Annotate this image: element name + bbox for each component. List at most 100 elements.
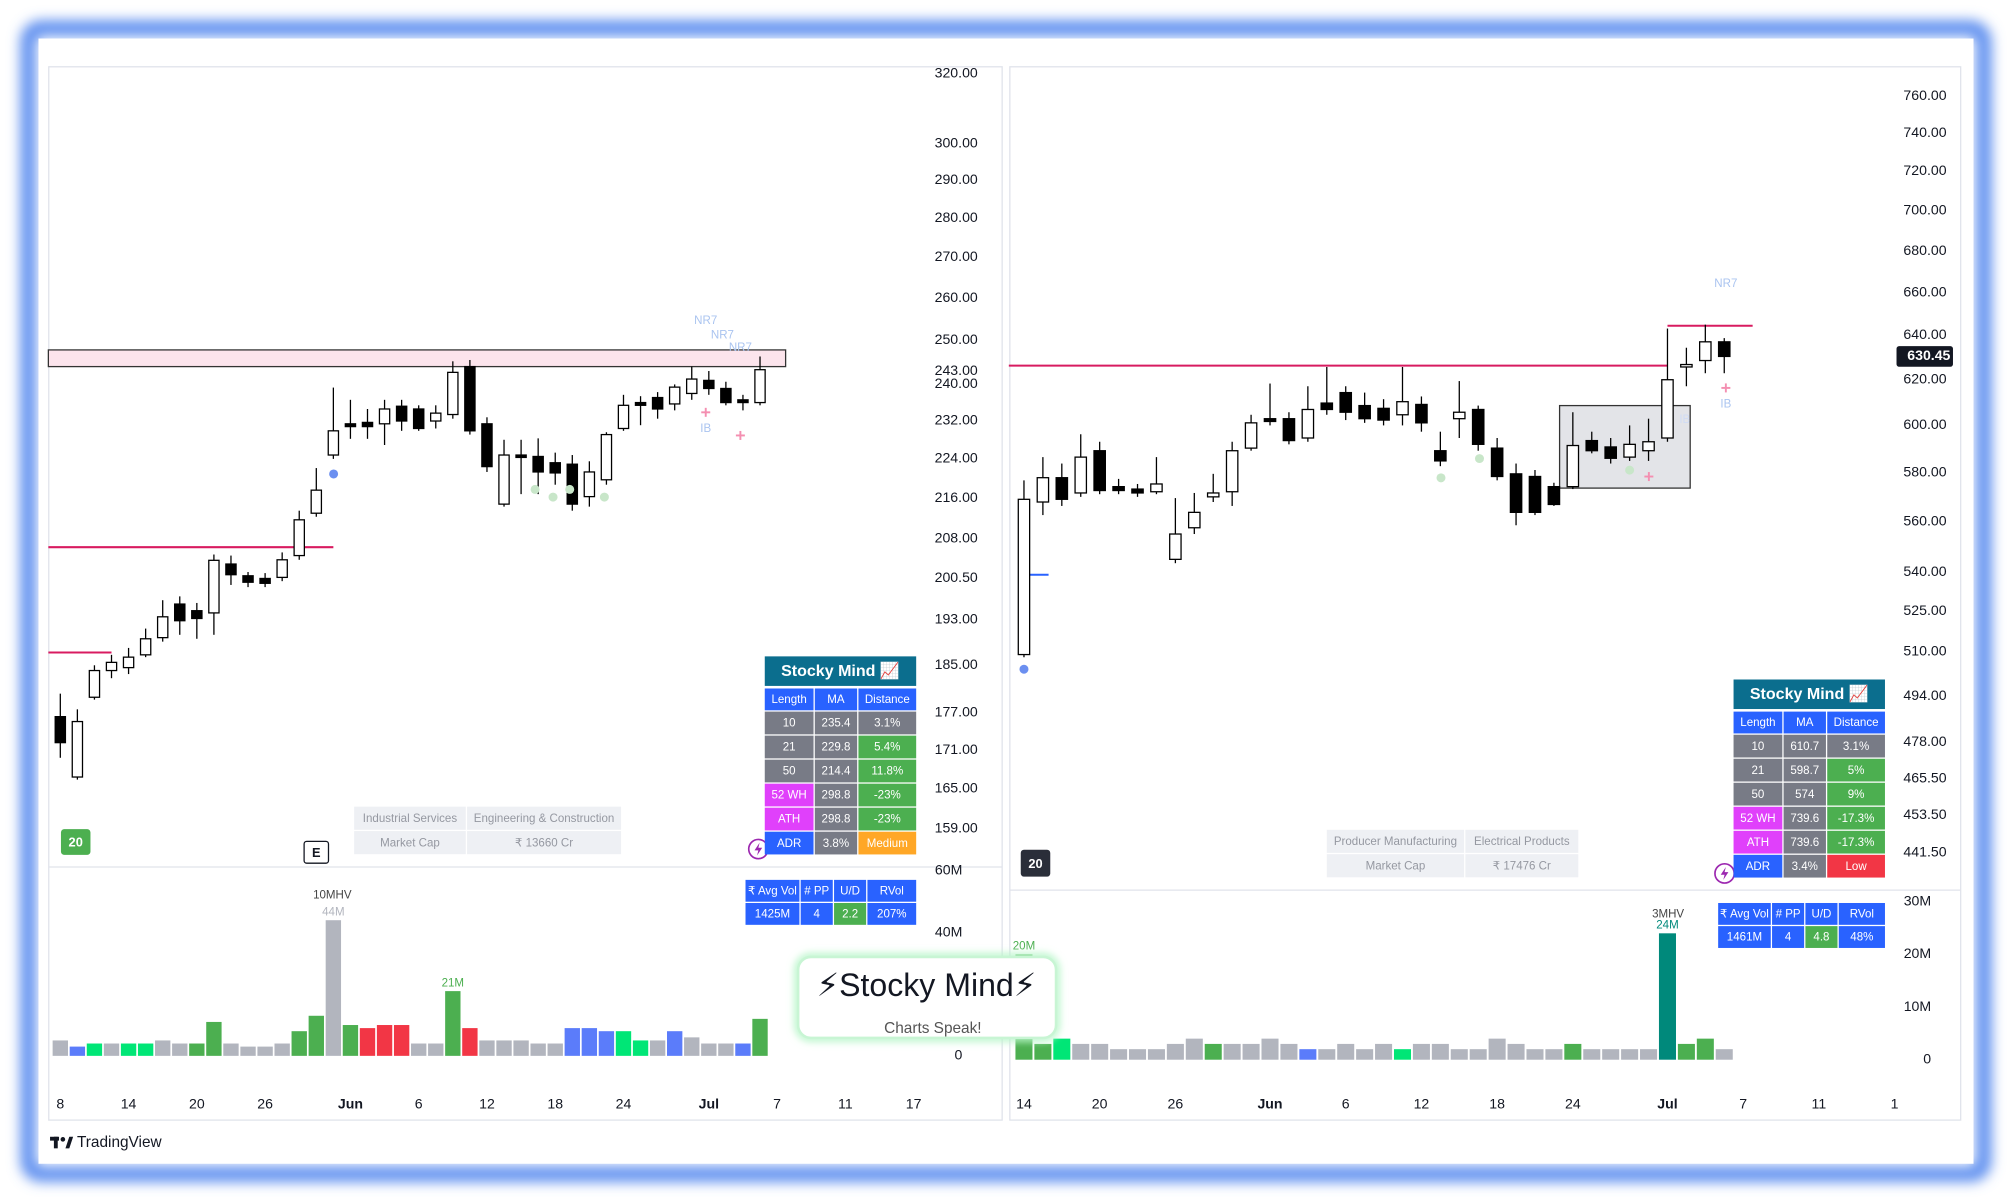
tv-icon	[60, 1137, 66, 1142]
volume-bar	[684, 1037, 700, 1056]
signal-dot	[599, 492, 609, 502]
volume-bar	[667, 1031, 683, 1056]
table-cell	[1827, 734, 1885, 758]
volume-bar	[752, 1018, 768, 1056]
volume-bar	[393, 1025, 410, 1056]
y-tick-label: 208.00	[935, 530, 978, 546]
candle-body	[1206, 492, 1220, 498]
candle-body	[481, 423, 493, 468]
signal-dot	[329, 469, 339, 479]
table-cell	[1827, 711, 1885, 734]
tradingview-logo: TradingView	[50, 1134, 163, 1151]
table-text: ₹ 17476 Cr	[1493, 860, 1551, 872]
table-cell	[1838, 902, 1885, 925]
table-cell	[1783, 758, 1826, 782]
annotation: IB	[1679, 414, 1690, 426]
volume-bar	[428, 1043, 444, 1056]
table-cell	[1718, 926, 1771, 948]
y-tick-label: 171.00	[935, 741, 978, 757]
table-text: U/D	[1812, 909, 1832, 921]
y-tick-label: 510.00	[1903, 643, 1946, 659]
candle-body	[1680, 363, 1693, 368]
table-text: ₹ Avg Vol	[1720, 909, 1769, 921]
table-text: Low	[1846, 861, 1868, 873]
table-cell	[1772, 902, 1805, 925]
volume-bar	[1129, 1049, 1147, 1060]
candle-body	[174, 603, 186, 622]
table-text: ₹ Avg Vol	[748, 885, 797, 897]
x-tick-label: 24	[1565, 1095, 1581, 1111]
table-text: 598.7	[1790, 765, 1819, 777]
y-tick-label: 159.00	[935, 819, 978, 835]
table-cell	[354, 806, 466, 830]
y-tick-label: 441.50	[1903, 843, 1946, 859]
candle-body	[1509, 473, 1523, 513]
table-cell	[1733, 854, 1783, 878]
volume-bar	[1412, 1043, 1430, 1060]
table-cell	[1465, 854, 1579, 878]
table-cell	[858, 688, 917, 711]
volume-bar	[1110, 1049, 1128, 1060]
table-cell	[858, 735, 917, 759]
candle-body	[378, 408, 391, 425]
volume-bar	[1507, 1043, 1525, 1060]
table-text: 4	[814, 909, 821, 921]
table-text: # PP	[1776, 909, 1801, 921]
volume-bar	[1166, 1043, 1184, 1060]
table-text: -17.3%	[1838, 837, 1875, 849]
volume-bar	[1091, 1043, 1109, 1060]
bolt-icon	[754, 842, 763, 856]
table-cell	[1733, 679, 1885, 710]
table-text: Medium	[867, 838, 908, 850]
table-cell	[764, 688, 814, 711]
volume-bar	[632, 1040, 649, 1056]
candle-body	[293, 519, 305, 557]
y-tick-label: 270.00	[935, 248, 978, 264]
table-text: 3.1%	[1843, 741, 1869, 753]
bolt-icon	[1720, 867, 1729, 880]
table-cell	[834, 879, 867, 902]
candle-body	[583, 471, 596, 498]
y-tick-label: 300.00	[935, 134, 978, 150]
volume-bar	[291, 1031, 307, 1056]
volume-bar	[1583, 1049, 1601, 1060]
badge	[1020, 849, 1051, 877]
volume-bar	[462, 1028, 478, 1056]
attribution: TradingView	[77, 1134, 163, 1151]
table-text: 574	[1795, 789, 1815, 801]
x-tick-label: 8	[56, 1095, 64, 1111]
candle-body	[720, 387, 732, 404]
volume-label: 20M	[1013, 941, 1035, 953]
volume-bar	[1147, 1049, 1165, 1060]
table-text: 1425M	[755, 909, 790, 921]
volume-bar	[1223, 1043, 1241, 1060]
table-cell	[1783, 806, 1826, 830]
table-text: RVol	[1850, 909, 1874, 921]
y-tick-label: 660.00	[1903, 283, 1946, 299]
volume-bar	[1375, 1043, 1393, 1060]
x-tick-label: 26	[1168, 1095, 1184, 1111]
table-text: 3.4%	[1792, 861, 1818, 873]
volume-bar	[1526, 1049, 1544, 1060]
volume-bar	[1318, 1049, 1336, 1060]
candle-body	[412, 408, 425, 430]
volume-bar	[1431, 1043, 1449, 1060]
volume-bar	[1034, 1043, 1052, 1060]
x-tick-label: 20	[189, 1095, 205, 1111]
candle-body	[532, 455, 544, 473]
table-cell	[834, 902, 867, 925]
table-cell	[858, 807, 917, 831]
badge-text: E	[312, 845, 321, 860]
y-tick-label: 494.00	[1903, 687, 1946, 703]
signal-dot	[530, 484, 540, 494]
table-text: 207%	[877, 909, 907, 921]
candle-body	[71, 720, 84, 778]
table-cell	[1718, 902, 1771, 925]
candle-body	[685, 378, 698, 395]
candle-body	[1528, 475, 1542, 513]
volume-bar	[1621, 1049, 1639, 1060]
volume-tick-label: 0	[1923, 1050, 1931, 1066]
table-cell	[1783, 734, 1826, 758]
y-tick-label: 224.00	[935, 450, 978, 466]
